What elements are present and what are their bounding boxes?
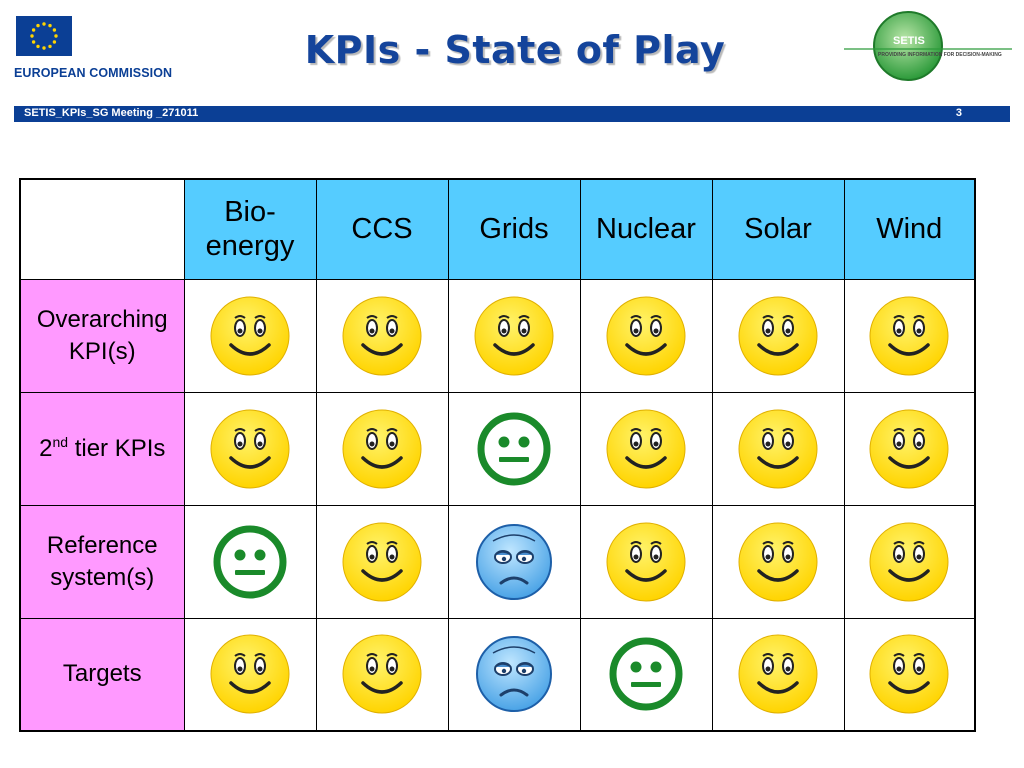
- org-name: EUROPEAN COMMISSION: [14, 66, 173, 80]
- row-label-overarching: Overarching KPI(s): [19, 278, 185, 393]
- setis-globe-icon: SETIS: [844, 11, 1012, 81]
- smiley-happy-icon: [606, 409, 686, 488]
- meeting-name: SETIS_KPIs_SG Meeting _271011: [24, 107, 199, 119]
- status-cell: [315, 504, 449, 619]
- smiley-happy-icon: [869, 409, 949, 488]
- row-label-base: 2: [39, 434, 53, 462]
- smiley-neutral-icon: [213, 525, 287, 598]
- table-row: Targets: [19, 617, 976, 732]
- smiley-happy-icon: [869, 634, 949, 714]
- smiley-happy-icon: [342, 409, 422, 488]
- row-label-sup: nd: [52, 433, 69, 450]
- status-cell: [183, 617, 317, 732]
- status-cell: [183, 278, 317, 393]
- smiley-happy-icon: [210, 409, 290, 488]
- status-cell: [447, 391, 581, 506]
- status-cell: [711, 617, 845, 732]
- smiley-happy-icon: [869, 522, 949, 601]
- kpi-status-table: Bio- energy CCS Grids Nuclear Solar Wind…: [19, 178, 976, 732]
- smiley-happy-icon: [474, 296, 554, 375]
- smiley-happy-icon: [606, 296, 686, 375]
- smiley-happy-icon: [738, 522, 818, 601]
- status-cell: [315, 278, 449, 393]
- page-number: 3: [955, 107, 962, 119]
- smiley-happy-icon: [342, 634, 422, 714]
- column-header-grids: Grids: [447, 178, 581, 280]
- status-cell: [183, 391, 317, 506]
- column-header-bioenergy-line2: energy: [205, 230, 295, 263]
- smiley-neutral-icon: [609, 637, 683, 711]
- status-cell: [447, 617, 581, 732]
- status-cell: [711, 278, 845, 393]
- setis-logo: SETIS PROVIDING INFORMATION FOR DECISION…: [840, 8, 1016, 88]
- meeting-banner: SETIS_KPIs_SG Meeting _271011 3: [14, 106, 1010, 122]
- status-cell: [315, 617, 449, 732]
- smiley-happy-icon: [342, 296, 422, 375]
- row-label-targets: Targets: [19, 617, 185, 732]
- table-row: Reference system(s): [19, 504, 976, 619]
- smiley-sad-icon: [476, 636, 552, 713]
- smiley-happy-icon: [210, 296, 290, 375]
- smiley-happy-icon: [210, 634, 290, 714]
- status-cell: [579, 504, 713, 619]
- row-label-rest: tier KPIs: [68, 434, 166, 462]
- row-label-text: Reference system(s): [46, 531, 158, 591]
- status-cell: [843, 504, 976, 619]
- european-commission-logo: EUROPEAN COMMISSION: [14, 14, 172, 82]
- eu-flag-icon: [16, 16, 72, 56]
- row-label-text: Targets: [62, 660, 142, 688]
- status-cell: [447, 278, 581, 393]
- column-header-ccs: CCS: [315, 178, 449, 280]
- table-row: 2nd tier KPIs: [19, 391, 976, 506]
- status-cell: [843, 278, 976, 393]
- row-label-reference: Reference system(s): [19, 504, 185, 619]
- smiley-happy-icon: [738, 296, 818, 375]
- smiley-happy-icon: [606, 522, 686, 601]
- column-header-bioenergy: Bio- energy: [183, 178, 317, 280]
- table-row: Overarching KPI(s): [19, 278, 976, 393]
- column-header-nuclear: Nuclear: [579, 178, 713, 280]
- smiley-sad-icon: [476, 523, 552, 600]
- smiley-happy-icon: [738, 409, 818, 488]
- status-cell: [183, 504, 317, 619]
- status-cell: [579, 278, 713, 393]
- smiley-happy-icon: [342, 522, 422, 601]
- column-header-wind: Wind: [843, 178, 976, 280]
- status-cell: [843, 391, 976, 506]
- status-cell: [447, 504, 581, 619]
- setis-tagline: PROVIDING INFORMATION FOR DECISION-MAKIN…: [878, 52, 1002, 58]
- status-cell: [711, 504, 845, 619]
- corner-cell: [19, 178, 185, 280]
- row-label-2nd-tier: 2nd tier KPIs: [19, 391, 185, 506]
- column-header-bioenergy-line1: Bio-: [224, 196, 276, 229]
- status-cell: [579, 391, 713, 506]
- row-label-text: Overarching KPI(s): [36, 305, 168, 365]
- smiley-happy-icon: [869, 296, 949, 375]
- svg-text:SETIS: SETIS: [893, 35, 925, 47]
- status-cell: [843, 617, 976, 732]
- smiley-happy-icon: [738, 634, 818, 714]
- status-cell: [711, 391, 845, 506]
- column-header-solar: Solar: [711, 178, 845, 280]
- page-title: KPIs - State of Play: [304, 28, 726, 72]
- status-cell: [579, 617, 713, 732]
- smiley-neutral-icon: [477, 412, 551, 485]
- status-cell: [315, 391, 449, 506]
